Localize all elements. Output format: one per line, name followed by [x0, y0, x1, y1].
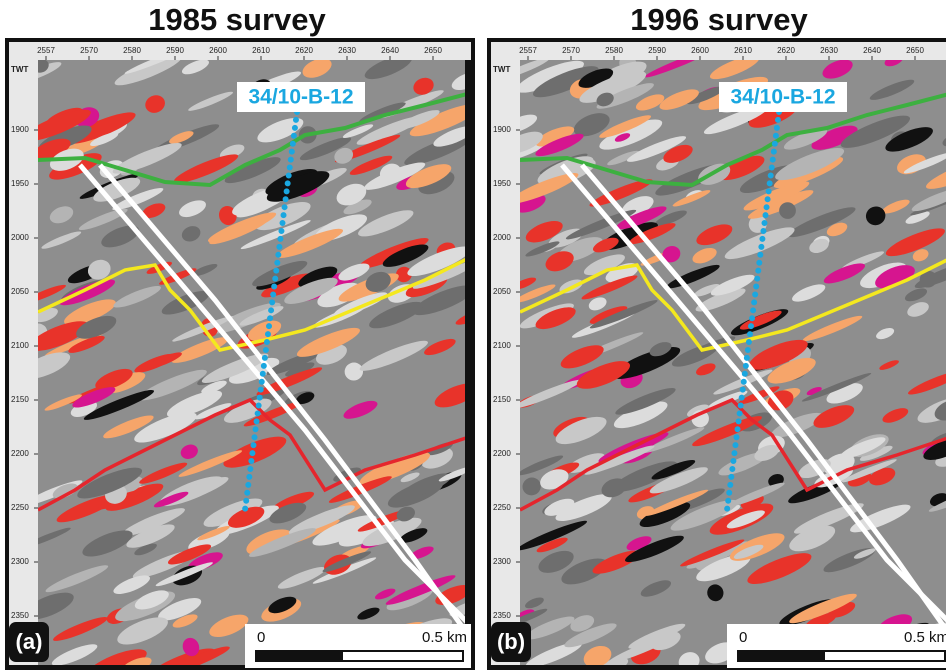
y-tick-label: 2000: [493, 233, 511, 242]
y-tick-label: 2350: [493, 611, 511, 620]
y-tick-label: 2150: [11, 395, 29, 404]
x-tick-label: 2610: [734, 46, 752, 55]
y-tick-label: 1950: [493, 179, 511, 188]
y-tick-label: 1900: [493, 125, 511, 134]
x-tick-label: 2650: [424, 46, 442, 55]
y-tick-label: 1900: [11, 125, 29, 134]
x-tick-label: 2610: [252, 46, 270, 55]
scale-bar-segment: [256, 651, 343, 661]
x-tick-label: 2630: [820, 46, 838, 55]
y-tick-label: 2200: [493, 449, 511, 458]
x-tick-label: 2650: [906, 46, 924, 55]
x-tick-label: 2590: [166, 46, 184, 55]
y-tick-label: 2300: [11, 557, 29, 566]
y-tick-label: 2200: [11, 449, 29, 458]
x-tick-label: 2640: [381, 46, 399, 55]
y-axis-label: TWT: [493, 65, 510, 74]
well-label: 34/10-B-12: [248, 86, 353, 109]
seismic-image: [14, 44, 507, 671]
x-tick-label: 2557: [519, 46, 537, 55]
panel-title: 1996 survey: [630, 2, 808, 37]
y-tick-label: 2250: [11, 503, 29, 512]
x-tick-label: 2620: [295, 46, 313, 55]
x-tick-label: 2590: [648, 46, 666, 55]
y-tick-label: 2000: [11, 233, 29, 242]
y-tick-label: 2050: [11, 287, 29, 296]
y-tick-label: 2100: [11, 341, 29, 350]
x-tick-label: 2570: [562, 46, 580, 55]
scale-bar-segment: [738, 651, 825, 661]
y-tick-label: 2250: [493, 503, 511, 512]
x-tick-label: 2580: [605, 46, 623, 55]
x-tick-label: 2600: [691, 46, 709, 55]
figure: 1985 survey 2557 2570 2580 2590 2600 2610 2620 2…: [0, 0, 946, 671]
x-tick-label: 2640: [863, 46, 881, 55]
x-tick-label: 2570: [80, 46, 98, 55]
well-label: 34/10-B-12: [730, 86, 835, 109]
y-tick-label: 2150: [493, 395, 511, 404]
x-tick-label: 2600: [209, 46, 227, 55]
scale-end: 0.5 km: [422, 629, 467, 646]
y-tick-label: 2350: [11, 611, 29, 620]
x-tick-label: 2557: [37, 46, 55, 55]
panel-title: 1985 survey: [148, 2, 326, 37]
seismic-image: [498, 48, 946, 671]
scale-start: 0: [257, 629, 265, 646]
y-tick-label: 2050: [493, 287, 511, 296]
y-tick-label: 2300: [493, 557, 511, 566]
panel-label: (b): [497, 629, 525, 654]
x-tick-label: 2620: [777, 46, 795, 55]
panel-label: (a): [16, 629, 43, 654]
y-tick-label: 2100: [493, 341, 511, 350]
x-tick-label: 2630: [338, 46, 356, 55]
axis-strip: [491, 60, 520, 665]
y-tick-label: 1950: [11, 179, 29, 188]
y-axis-label: TWT: [11, 65, 28, 74]
x-tick-label: 2580: [123, 46, 141, 55]
scale-start: 0: [739, 629, 747, 646]
axis-strip: [9, 60, 38, 665]
tick-strip: [9, 42, 471, 60]
scale-end: 0.5 km: [904, 629, 946, 646]
